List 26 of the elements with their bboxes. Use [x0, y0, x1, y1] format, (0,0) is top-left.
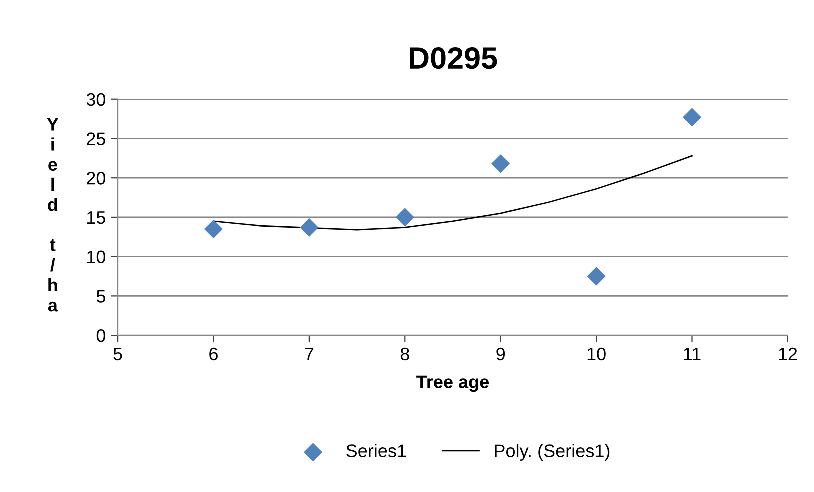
text: Yield t/ha: [47, 118, 59, 312]
y-tick-label: 0: [96, 329, 106, 342]
x-tick-label: 8: [400, 348, 410, 361]
point: [396, 208, 414, 227]
x-tick-label: 9: [496, 348, 506, 361]
y-tick-label: 20: [87, 172, 106, 185]
legend-label: Series1: [346, 444, 406, 458]
x-tick-label: 11: [684, 348, 701, 360]
y-tick-label: 25: [87, 132, 106, 146]
chart-title: D0295: [410, 47, 498, 70]
point: [492, 154, 510, 174]
x-axis-title: Tree age: [416, 376, 490, 392]
y-tick-label: 15: [88, 212, 106, 224]
point: [682, 108, 702, 127]
point: [300, 218, 319, 238]
x-tick-label: 12: [779, 348, 798, 360]
point: [587, 267, 606, 286]
x-tick-label: 5: [114, 348, 122, 361]
y-tick-label: 30: [86, 93, 106, 106]
legend-label: Poly. (Series1): [495, 444, 610, 461]
x-tick-label: 10: [588, 348, 606, 361]
y-tick-label: 5: [96, 290, 106, 303]
x-tick-label: 7: [305, 348, 314, 360]
y-tick-label: 10: [88, 250, 106, 264]
x-tick-label: 6: [210, 348, 218, 361]
point: [204, 220, 224, 239]
